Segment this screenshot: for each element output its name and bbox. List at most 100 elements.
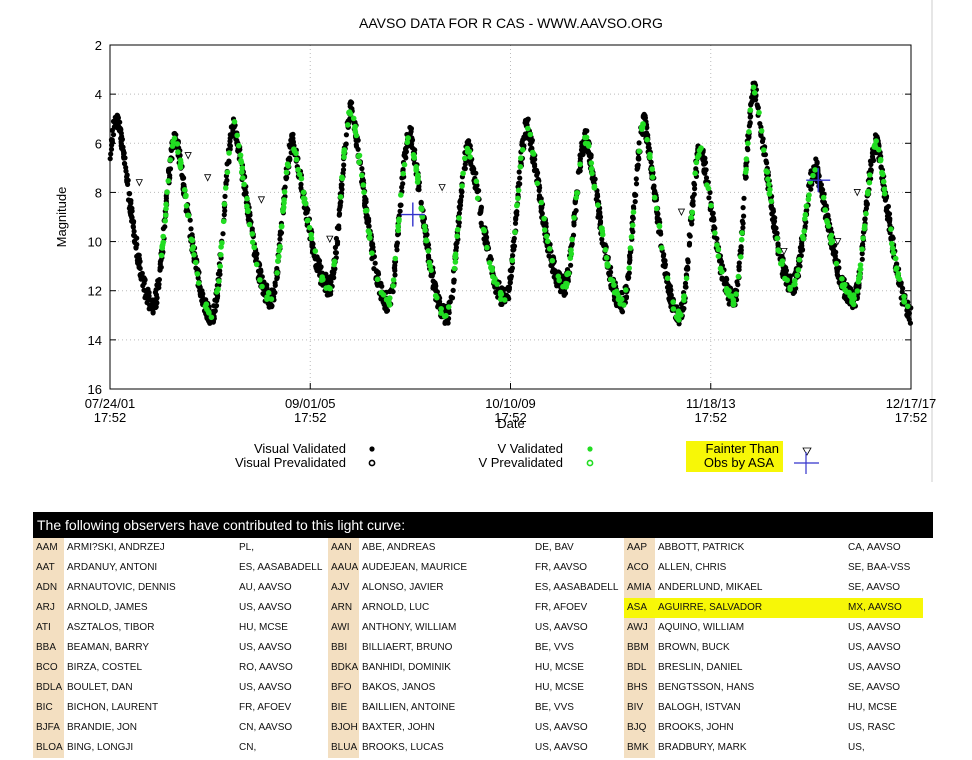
v-band-point bbox=[434, 294, 440, 301]
observer-code: BDLA bbox=[33, 678, 64, 698]
visual-point bbox=[632, 191, 638, 197]
visual-point bbox=[630, 229, 636, 235]
visual-point bbox=[869, 154, 876, 160]
v-band-point bbox=[628, 234, 635, 240]
v-band-point bbox=[419, 214, 426, 220]
v-band-point bbox=[251, 244, 257, 251]
v-band-point bbox=[359, 172, 365, 179]
fainter-than-marker bbox=[780, 248, 788, 256]
visual-point bbox=[627, 253, 633, 259]
observer-affiliation: US, AAVSO bbox=[239, 642, 292, 653]
visual-point bbox=[317, 263, 323, 269]
v-band-point bbox=[257, 277, 263, 283]
observer-affiliation: US, AAVSO bbox=[848, 662, 901, 673]
visual-point bbox=[741, 213, 747, 219]
y-axis-ticks: 2 4 6 8 10 12 14 16 bbox=[88, 38, 911, 397]
v-band-point bbox=[764, 169, 771, 175]
v-band-point bbox=[181, 187, 188, 193]
visual-point bbox=[230, 128, 236, 134]
visual-point bbox=[523, 133, 529, 139]
visual-point bbox=[140, 283, 146, 289]
visual-point bbox=[692, 186, 698, 192]
visual-point bbox=[686, 240, 693, 246]
v-band-point bbox=[756, 109, 762, 116]
v-band-point bbox=[386, 302, 393, 308]
visual-point bbox=[531, 168, 538, 174]
visual-point bbox=[334, 225, 340, 231]
visual-point bbox=[158, 257, 164, 263]
visual-point bbox=[686, 232, 692, 238]
visual-point bbox=[478, 205, 484, 212]
x-tick-date: 10/10/09 bbox=[485, 396, 536, 411]
observer-name: BRANDIE, JON bbox=[67, 722, 138, 733]
v-band-point bbox=[738, 236, 745, 243]
visual-point bbox=[217, 271, 223, 277]
visual-point bbox=[798, 246, 804, 252]
x-tick-time: 17:52 bbox=[895, 410, 928, 425]
observer-name: BICHON, LAURENT bbox=[67, 702, 159, 713]
v-band-point bbox=[366, 230, 373, 237]
v-band-point bbox=[708, 202, 714, 209]
visual-point bbox=[347, 103, 353, 109]
v-band-point bbox=[589, 170, 595, 177]
v-band-point bbox=[275, 258, 281, 264]
visual-point bbox=[336, 211, 343, 217]
v-band-point bbox=[767, 186, 773, 193]
v-band-point bbox=[341, 147, 348, 153]
visual-point bbox=[402, 150, 408, 156]
visual-point bbox=[462, 161, 468, 167]
visual-point bbox=[507, 279, 513, 285]
visual-point bbox=[268, 301, 274, 307]
observer-code: BHS bbox=[624, 678, 655, 698]
visual-point bbox=[278, 230, 285, 236]
v-band-point bbox=[239, 169, 245, 175]
visual-point bbox=[134, 241, 140, 248]
visual-point bbox=[516, 169, 522, 175]
v-band-point bbox=[226, 150, 232, 156]
visual-point bbox=[554, 283, 560, 289]
v-band-point bbox=[730, 301, 737, 307]
v-band-point bbox=[404, 139, 411, 146]
observer-code: BDL bbox=[624, 658, 655, 678]
fainter-than-marker bbox=[438, 184, 446, 192]
v-band-point bbox=[185, 212, 192, 219]
v-band-point bbox=[414, 173, 421, 180]
v-band-point bbox=[577, 161, 583, 168]
visual-point bbox=[210, 319, 216, 325]
visual-point bbox=[332, 250, 339, 256]
v-band-point bbox=[760, 147, 767, 153]
v-band-point bbox=[296, 171, 303, 178]
v-band-point bbox=[454, 226, 461, 233]
v-band-point bbox=[692, 170, 698, 177]
visual-point bbox=[108, 151, 114, 157]
visual-point bbox=[749, 99, 755, 105]
v-band-point bbox=[387, 295, 393, 301]
visual-point bbox=[221, 212, 227, 218]
v-band-point bbox=[877, 156, 884, 163]
visual-point bbox=[573, 208, 579, 214]
v-band-point bbox=[295, 166, 301, 173]
y-axis-label: Magnitude bbox=[54, 187, 69, 248]
visual-point bbox=[771, 218, 778, 224]
visual-point bbox=[863, 199, 869, 205]
legend-label: Fainter Than bbox=[706, 441, 779, 456]
v-band-point bbox=[218, 244, 224, 250]
legend-label: Visual Prevalidated bbox=[235, 455, 346, 470]
visual-point bbox=[142, 276, 148, 282]
visual-point bbox=[744, 145, 751, 151]
v-band-point bbox=[842, 281, 848, 288]
visual-point bbox=[718, 259, 725, 265]
visual-point bbox=[337, 204, 343, 210]
v-band-point bbox=[801, 228, 807, 234]
observer-name: ARMI?SKI, ANDRZEJ bbox=[67, 542, 165, 553]
v-band-point bbox=[395, 223, 402, 229]
v-band-point bbox=[803, 203, 810, 209]
observer-affiliation: CN, bbox=[239, 742, 257, 753]
v-band-point bbox=[867, 172, 873, 178]
v-band-point bbox=[160, 233, 166, 240]
legend-swatch-triangle bbox=[802, 447, 812, 456]
v-band-point bbox=[725, 291, 731, 298]
v-band-point bbox=[300, 189, 307, 196]
observer-code: AAM bbox=[33, 538, 64, 558]
observers-table: AAM ARMI?SKI, ANDRZEJ PL, AAN ABE, ANDREAS DE… bbox=[33, 538, 933, 758]
